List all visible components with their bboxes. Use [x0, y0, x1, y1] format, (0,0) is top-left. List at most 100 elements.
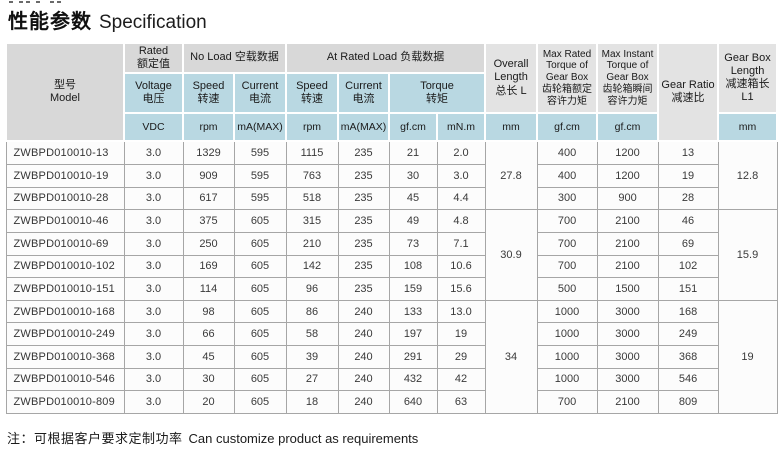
cell-torque-mnm: 63 [436, 390, 486, 414]
cell-torque-mnm: 2.0 [436, 140, 486, 165]
cell-max-instant-torque: 900 [596, 186, 659, 211]
cell-rated-speed: 518 [285, 186, 339, 211]
cell-gear-ratio: 46 [657, 209, 719, 233]
unit-overall-length-mm: mm [484, 112, 539, 142]
cell-torque-mnm: 19 [436, 322, 486, 346]
cell-gear-ratio: 809 [657, 390, 719, 414]
cell-no-load-current: 605 [233, 254, 287, 279]
table-header: 型号 Model Rated 额定值 No Load 空载数据 At Rated… [5, 42, 779, 142]
cell-gear-ratio: 13 [657, 140, 719, 165]
cell-gear-ratio: 168 [657, 299, 719, 324]
cell-no-load-current: 605 [233, 367, 287, 392]
cell-max-rated-torque: 1000 [536, 367, 598, 392]
header-row-units: VDC rpm mA(MAX) rpm mA(MAX) gf.cm mN.m m… [6, 112, 779, 142]
unit-rated-ma: mA(MAX) [337, 112, 390, 142]
cell-no-load-current: 605 [233, 322, 287, 346]
cell-no-load-speed: 169 [182, 254, 235, 279]
cell-max-instant-torque: 1200 [596, 140, 659, 165]
col-header-model: 型号 Model [5, 42, 125, 142]
cell-max-rated-torque: 1000 [536, 345, 598, 369]
col-header-voltage: Voltage 电压 [123, 72, 184, 114]
table-row: ZWBPD010010-368 3.0 45 605 39 240 291 29 1000 300… [5, 345, 777, 369]
cell-no-load-speed: 66 [182, 322, 235, 346]
cell-torque-mnm: 42 [436, 367, 486, 392]
cell-max-instant-torque: 3000 [596, 345, 659, 369]
cell-rated-speed: 27 [285, 367, 339, 392]
cell-rated-current: 235 [337, 209, 390, 233]
cell-model: ZWBPD010010-28 [5, 186, 125, 211]
cell-model: ZWBPD010010-368 [5, 345, 125, 369]
cell-voltage: 3.0 [123, 186, 184, 211]
cell-rated-current: 240 [337, 345, 390, 369]
table-row: ZWBPD010010-809 3.0 20 605 18 240 640 63 700 2100… [5, 390, 777, 414]
cell-model: ZWBPD010010-249 [5, 322, 125, 346]
cell-gear-ratio: 249 [657, 322, 719, 346]
cell-voltage: 3.0 [123, 164, 184, 188]
table-row: ZWBPD010010-151 3.0 114 605 96 235 159 15.6 500 1… [5, 277, 777, 301]
cell-rated-speed: 86 [285, 299, 339, 324]
cell-max-instant-torque: 2100 [596, 231, 659, 256]
cell-rated-speed: 210 [285, 231, 339, 256]
footnote-en: Can customize product as requirements [188, 431, 419, 446]
cell-model: ZWBPD010010-809 [5, 390, 125, 414]
cell-max-instant-torque: 1500 [596, 277, 659, 301]
col-header-no-load-current: Current 电流 [233, 72, 287, 114]
cell-torque-mnm: 15.6 [436, 277, 486, 301]
cell-model: ZWBPD010010-19 [5, 164, 125, 188]
table-row: ZWBPD010010-102 3.0 169 605 142 235 108 10.6 700… [5, 254, 777, 279]
cell-rated-speed: 39 [285, 345, 339, 369]
cell-max-rated-torque: 1000 [536, 322, 598, 346]
col-header-no-load-speed: Speed 转速 [182, 72, 235, 114]
cell-overall-length: 30.9 [484, 209, 538, 301]
cell-torque-gfcm: 133 [388, 299, 438, 324]
cell-no-load-speed: 20 [182, 390, 235, 414]
cell-gear-ratio: 19 [657, 164, 719, 188]
cell-rated-speed: 96 [285, 277, 339, 301]
cell-model: ZWBPD010010-46 [5, 209, 125, 233]
cell-no-load-speed: 250 [182, 231, 235, 256]
table-row: ZWBPD010010-69 3.0 250 605 210 235 73 7.1 700 210… [5, 231, 777, 256]
cell-torque-mnm: 13.0 [436, 299, 486, 324]
cell-voltage: 3.0 [123, 254, 184, 279]
cell-no-load-speed: 114 [182, 277, 235, 301]
cell-model: ZWBPD010010-168 [5, 299, 125, 324]
cell-gear-ratio: 28 [657, 186, 719, 211]
cell-torque-gfcm: 432 [388, 367, 438, 392]
cell-torque-mnm: 29 [436, 345, 486, 369]
unit-no-load-rpm: rpm [182, 112, 235, 142]
table-row: ZWBPD010010-28 3.0 617 595 518 235 45 4.4 300 900… [5, 186, 777, 211]
cell-rated-speed: 142 [285, 254, 339, 279]
cell-torque-gfcm: 640 [388, 390, 438, 414]
cell-no-load-speed: 30 [182, 367, 235, 392]
cell-no-load-current: 605 [233, 277, 287, 301]
cell-no-load-speed: 909 [182, 164, 235, 188]
cell-rated-speed: 18 [285, 390, 339, 414]
cell-max-rated-torque: 700 [536, 231, 598, 256]
cell-rated-current: 235 [337, 254, 390, 279]
cell-rated-current: 235 [337, 186, 390, 211]
cell-voltage: 3.0 [123, 322, 184, 346]
spec-table-body: ZWBPD010010-13 3.0 1329 595 1115 235 21 2.0 27.8… [5, 140, 778, 415]
cell-max-rated-torque: 400 [536, 164, 598, 188]
col-header-at-rated-load: At Rated Load 负载数据 [284, 42, 487, 74]
cell-voltage: 3.0 [123, 367, 184, 392]
cell-torque-gfcm: 49 [388, 209, 438, 233]
footnote-zh: 注：可根据客户要求定制功率 [7, 431, 183, 446]
cell-rated-current: 235 [337, 277, 390, 301]
cell-voltage: 3.0 [123, 140, 184, 165]
cell-max-rated-torque: 700 [536, 254, 598, 279]
cell-torque-gfcm: 21 [388, 140, 438, 165]
table-row: ZWBPD010010-249 3.0 66 605 58 240 197 19 1000 300… [5, 322, 777, 346]
cell-torque-gfcm: 159 [388, 277, 438, 301]
cell-gear-ratio: 102 [657, 254, 719, 279]
footnote: 注：可根据客户要求定制功率 Can customize product as re… [7, 428, 418, 447]
cell-gear-ratio: 151 [657, 277, 719, 301]
table-row: ZWBPD010010-19 3.0 909 595 763 235 30 3.0 400 120… [5, 164, 777, 188]
cell-max-instant-torque: 3000 [596, 299, 659, 324]
unit-no-load-ma: mA(MAX) [233, 112, 287, 142]
table-row: ZWBPD010010-13 3.0 1329 595 1115 235 21 2.0 27.8… [5, 140, 778, 211]
cell-rated-current: 235 [337, 164, 390, 188]
cell-max-instant-torque: 2100 [596, 390, 659, 414]
cell-overall-length: 27.8 [484, 140, 538, 211]
cell-max-instant-torque: 2100 [596, 209, 659, 233]
